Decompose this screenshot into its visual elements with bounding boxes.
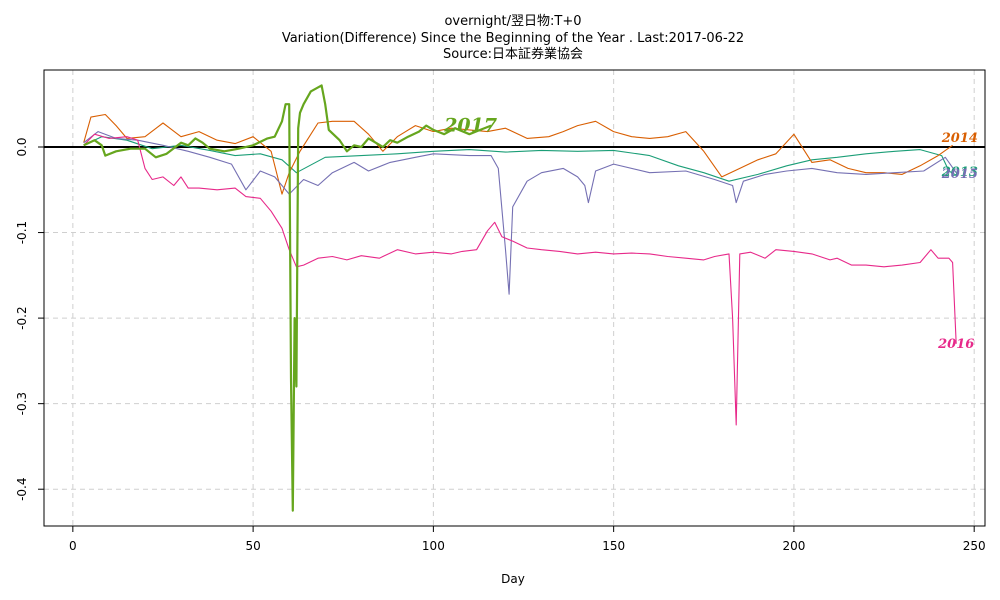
x-axis-ticks: 0 50 100 150 200 250 (69, 526, 986, 553)
y-axis-ticks: 0.0 -0.1 -0.2 -0.3 -0.4 (15, 137, 44, 501)
series-line-2015 (83, 131, 957, 295)
x-tick-label-2: 100 (422, 539, 445, 553)
series-line-2014 (83, 113, 953, 195)
x-tick-label-5: 250 (963, 539, 986, 553)
chart-subtitle: Variation(Difference) Since the Beginnin… (282, 31, 744, 46)
series-line-2017 (83, 84, 492, 512)
series-label-2016: 2016 (937, 337, 974, 352)
plot-frame (43, 69, 986, 527)
chart-title: overnight/翌日物:T+0 (444, 14, 581, 29)
x-axis-label: Day (501, 572, 525, 586)
x-tick-label-0: 0 (69, 539, 77, 553)
series-labels: 2013 2014 2015 2016 2017 (443, 115, 978, 352)
x-tick-label-1: 50 (245, 539, 260, 553)
x-tick-label-4: 200 (782, 539, 805, 553)
y-tick-label-3: -0.3 (15, 392, 29, 415)
series-label-2013: 2013 (941, 165, 978, 180)
series-label-2017: 2017 (443, 115, 497, 137)
series-line-2013 (83, 136, 957, 182)
y-tick-label-2: -0.2 (15, 306, 29, 329)
y-tick-label-0: 0.0 (15, 137, 29, 156)
y-tick-label-4: -0.4 (15, 478, 29, 501)
series-label-2014: 2014 (941, 131, 978, 146)
y-tick-label-1: -0.1 (15, 221, 29, 244)
series-lines (83, 84, 957, 512)
series-line-2016 (83, 133, 957, 426)
x-tick-label-3: 150 (602, 539, 625, 553)
series-label-2015: 2015 (941, 167, 978, 182)
chart-source: Source:日本証券業協会 (443, 46, 583, 62)
grid-lines (44, 70, 985, 526)
